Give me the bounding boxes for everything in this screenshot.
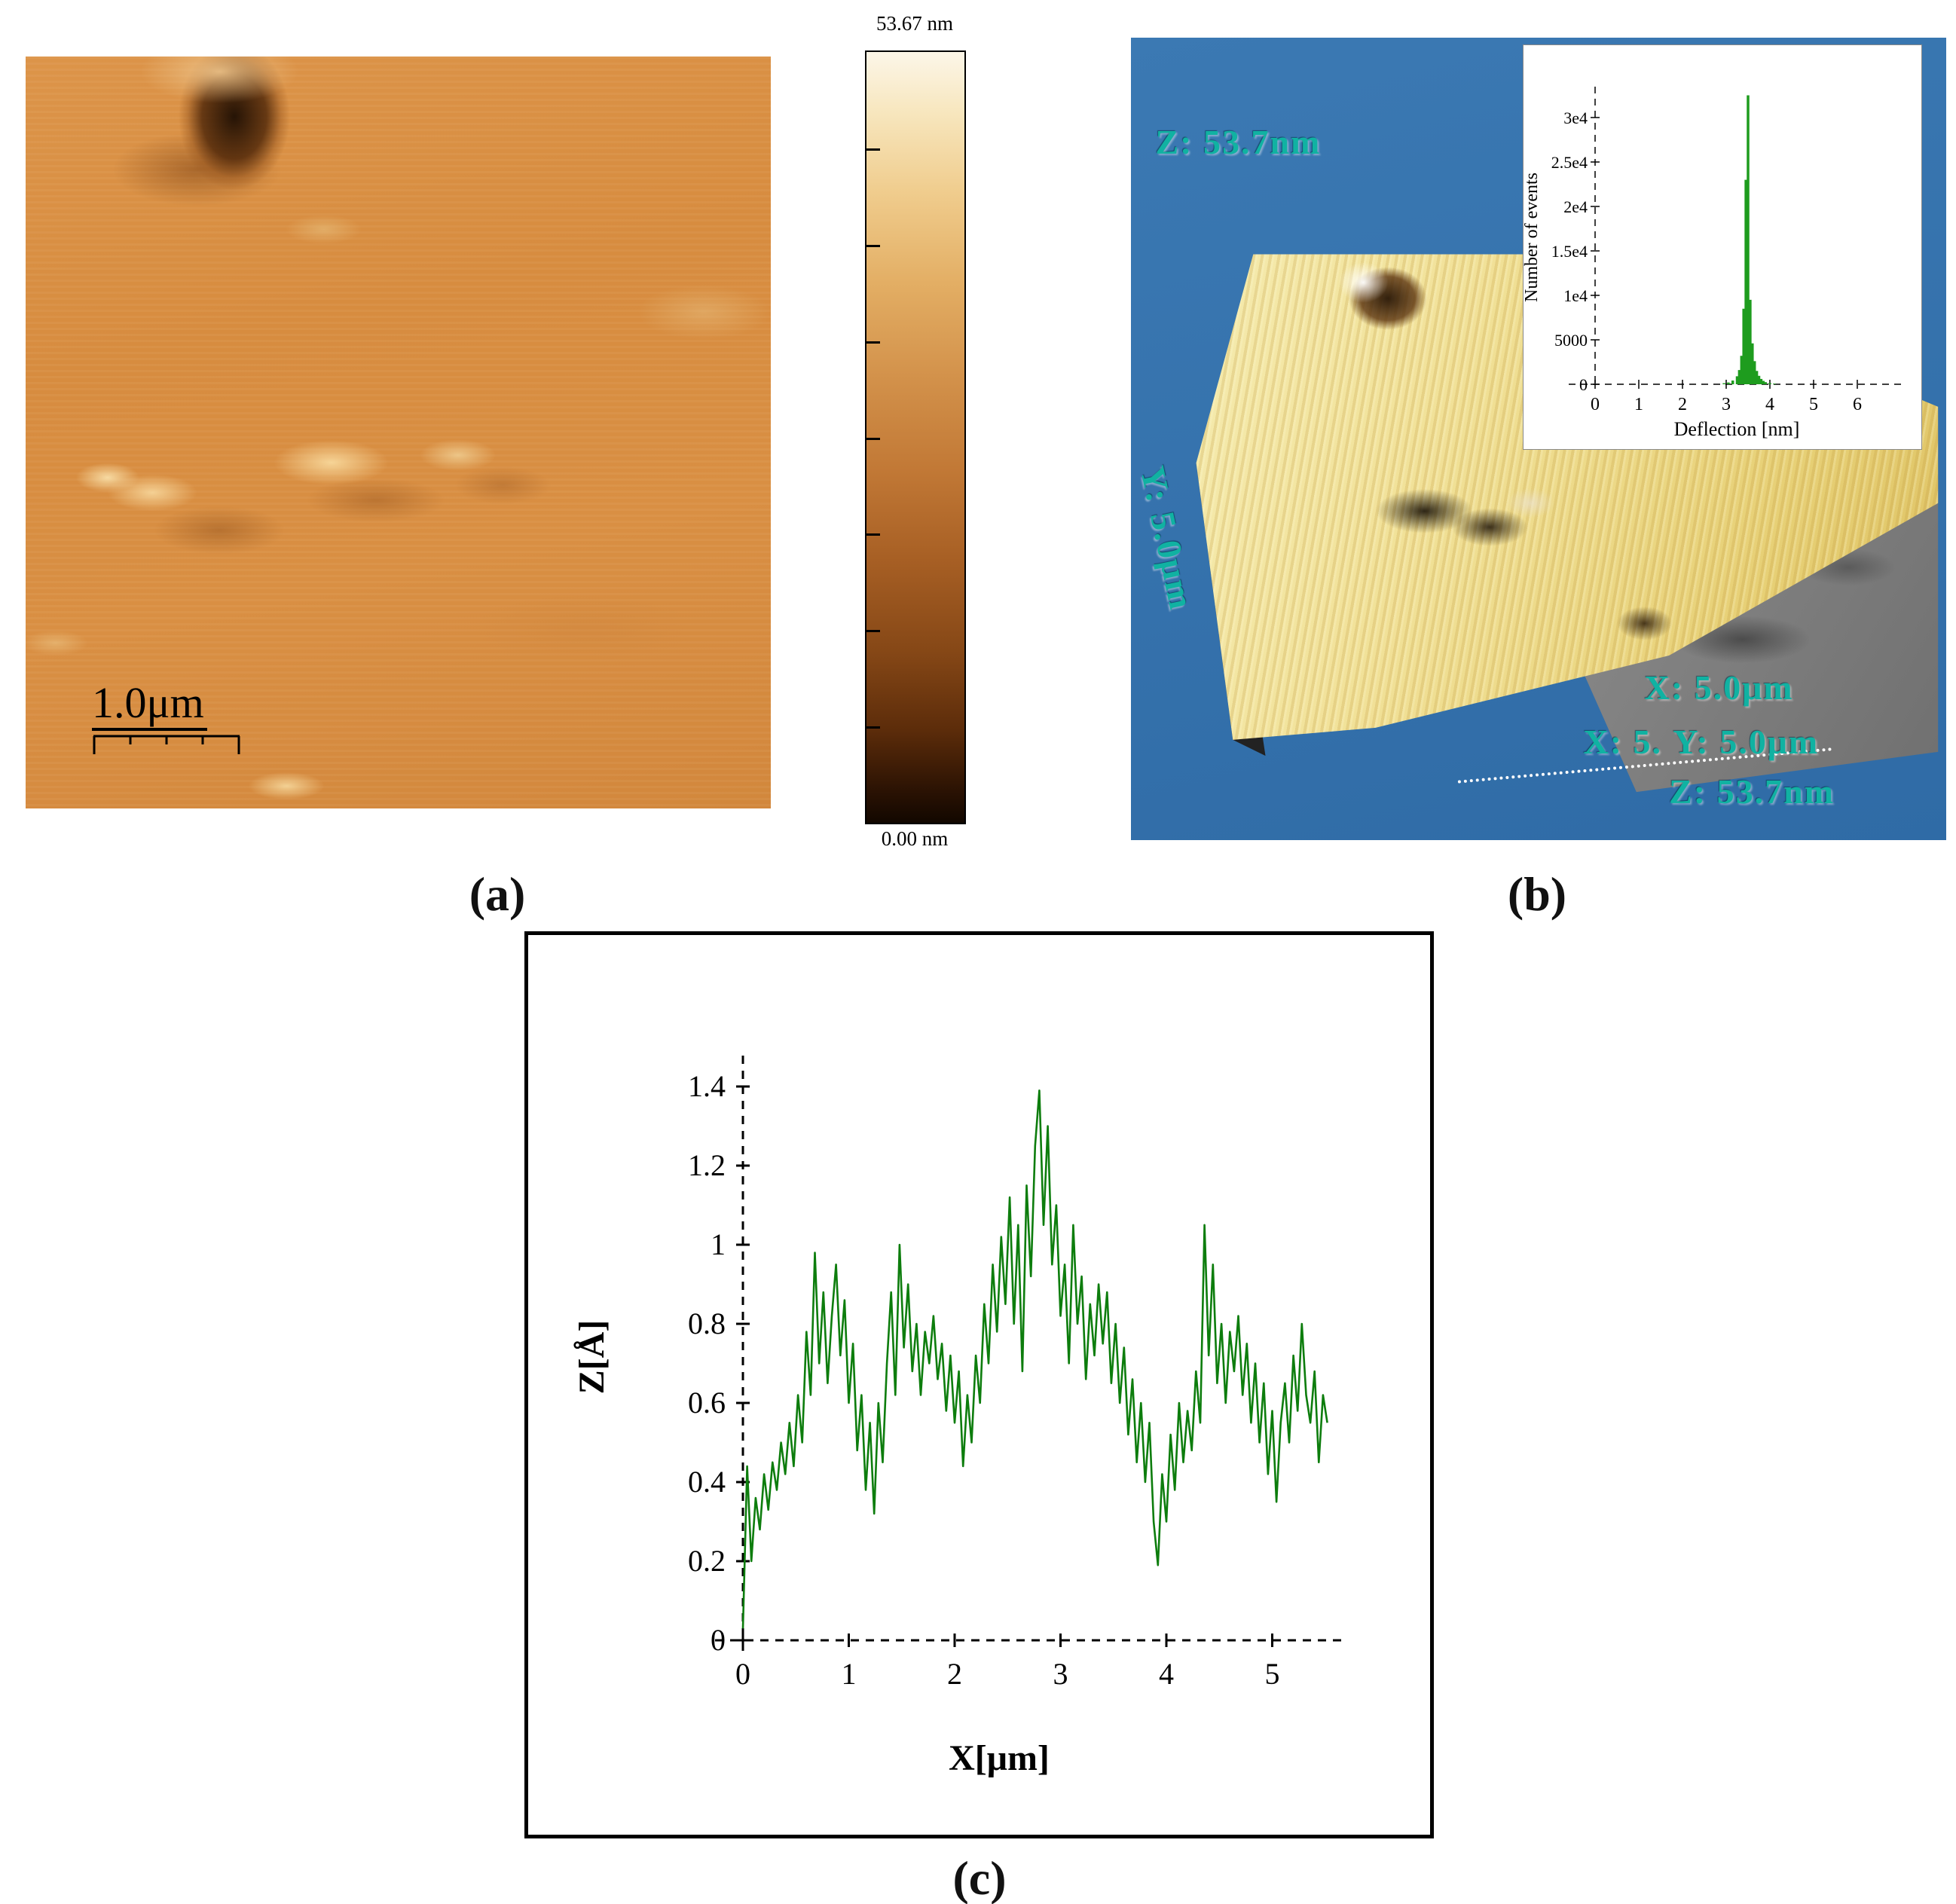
colorbar-max-label: 53.67 nm — [876, 12, 953, 35]
svg-text:0: 0 — [735, 1657, 750, 1691]
svg-text:5: 5 — [1265, 1657, 1280, 1691]
deflection-histogram-svg: 0 5000 1e4 1.5e4 2e4 2.5e4 3e4 0 1 2 3 4 5 6 Number of… — [1524, 87, 1905, 440]
svg-text:Number of events: Number of events — [1524, 173, 1542, 302]
histogram-inset: 0 5000 1e4 1.5e4 2e4 2.5e4 3e4 0 1 2 3 4 5 6 Number of… — [1523, 44, 1922, 450]
colorbar-tick — [866, 630, 880, 633]
svg-text:2e4: 2e4 — [1563, 197, 1588, 216]
svg-text:2.5e4: 2.5e4 — [1551, 153, 1588, 172]
caption-a: (a) — [469, 867, 526, 921]
axis-label-y-left: Y: 5.0μm — [1133, 463, 1202, 614]
axis-label-z-right: Z: 53.7nm — [1669, 772, 1835, 811]
svg-text:0: 0 — [1579, 375, 1588, 394]
svg-text:5000: 5000 — [1554, 331, 1588, 350]
svg-text:0.2: 0.2 — [688, 1544, 726, 1578]
axis-label-y-right: Y: 5.0μm — [1673, 723, 1820, 762]
svg-text:X[μm]: X[μm] — [949, 1738, 1050, 1778]
svg-text:4: 4 — [1159, 1657, 1174, 1691]
caption-c: (c) — [952, 1851, 1007, 1904]
svg-text:0: 0 — [1591, 395, 1600, 414]
axis-label-x-partial: X: 5. — [1583, 723, 1663, 762]
svg-text:3e4: 3e4 — [1563, 108, 1588, 127]
caption-b: (b) — [1507, 867, 1567, 921]
profile-plot-box: 0 0.2 0.4 0.6 0.8 1 1.2 1.4 0 1 2 3 4 5 Z[Å] X[μm] — [524, 931, 1434, 1838]
svg-text:0: 0 — [711, 1623, 726, 1657]
svg-text:Z[Å]: Z[Å] — [572, 1320, 612, 1395]
svg-text:0.6: 0.6 — [688, 1386, 726, 1420]
scale-bar-label: 1.0μm — [92, 680, 207, 731]
svg-text:1.5e4: 1.5e4 — [1551, 242, 1588, 261]
svg-text:Deflection [nm]: Deflection [nm] — [1674, 418, 1800, 440]
colorbar-min-label: 0.00 nm — [881, 827, 949, 850]
svg-text:4: 4 — [1765, 395, 1774, 414]
svg-text:1.4: 1.4 — [688, 1069, 726, 1103]
svg-text:0.4: 0.4 — [688, 1465, 726, 1499]
colorbar-tick — [866, 726, 880, 729]
svg-text:1e4: 1e4 — [1563, 286, 1588, 305]
svg-text:1: 1 — [1634, 395, 1643, 414]
afm-3d-panel: Z: 53.7nm Y: 5.0μm X: 5.0μm X: 5. Y: 5.0… — [1131, 38, 1946, 840]
colorbar — [865, 50, 966, 824]
svg-text:6: 6 — [1853, 395, 1862, 414]
axis-label-x-right: X: 5.0μm — [1644, 668, 1794, 708]
svg-text:1: 1 — [711, 1227, 726, 1261]
scale-bar-ruler — [93, 735, 240, 754]
svg-text:5: 5 — [1809, 395, 1818, 414]
height-profile-svg: 0 0.2 0.4 0.6 0.8 1 1.2 1.4 0 1 2 3 4 5 Z[Å] X[μm] — [572, 1056, 1343, 1778]
colorbar-tick — [866, 533, 880, 536]
svg-text:0.8: 0.8 — [688, 1307, 726, 1340]
svg-text:3: 3 — [1053, 1657, 1068, 1691]
svg-text:1.2: 1.2 — [688, 1148, 726, 1182]
colorbar-tick — [866, 437, 880, 440]
colorbar-tick — [866, 341, 880, 344]
afm-2d-image: 1.0μm — [26, 57, 771, 808]
scale-bar: 1.0μm — [92, 680, 243, 756]
svg-text:1: 1 — [842, 1657, 857, 1691]
svg-text:2: 2 — [947, 1657, 962, 1691]
colorbar-tick — [866, 244, 880, 247]
svg-text:2: 2 — [1678, 395, 1687, 414]
svg-text:3: 3 — [1722, 395, 1731, 414]
colorbar-tick — [866, 148, 880, 151]
axis-label-z-top: Z: 53.7nm — [1155, 122, 1322, 161]
